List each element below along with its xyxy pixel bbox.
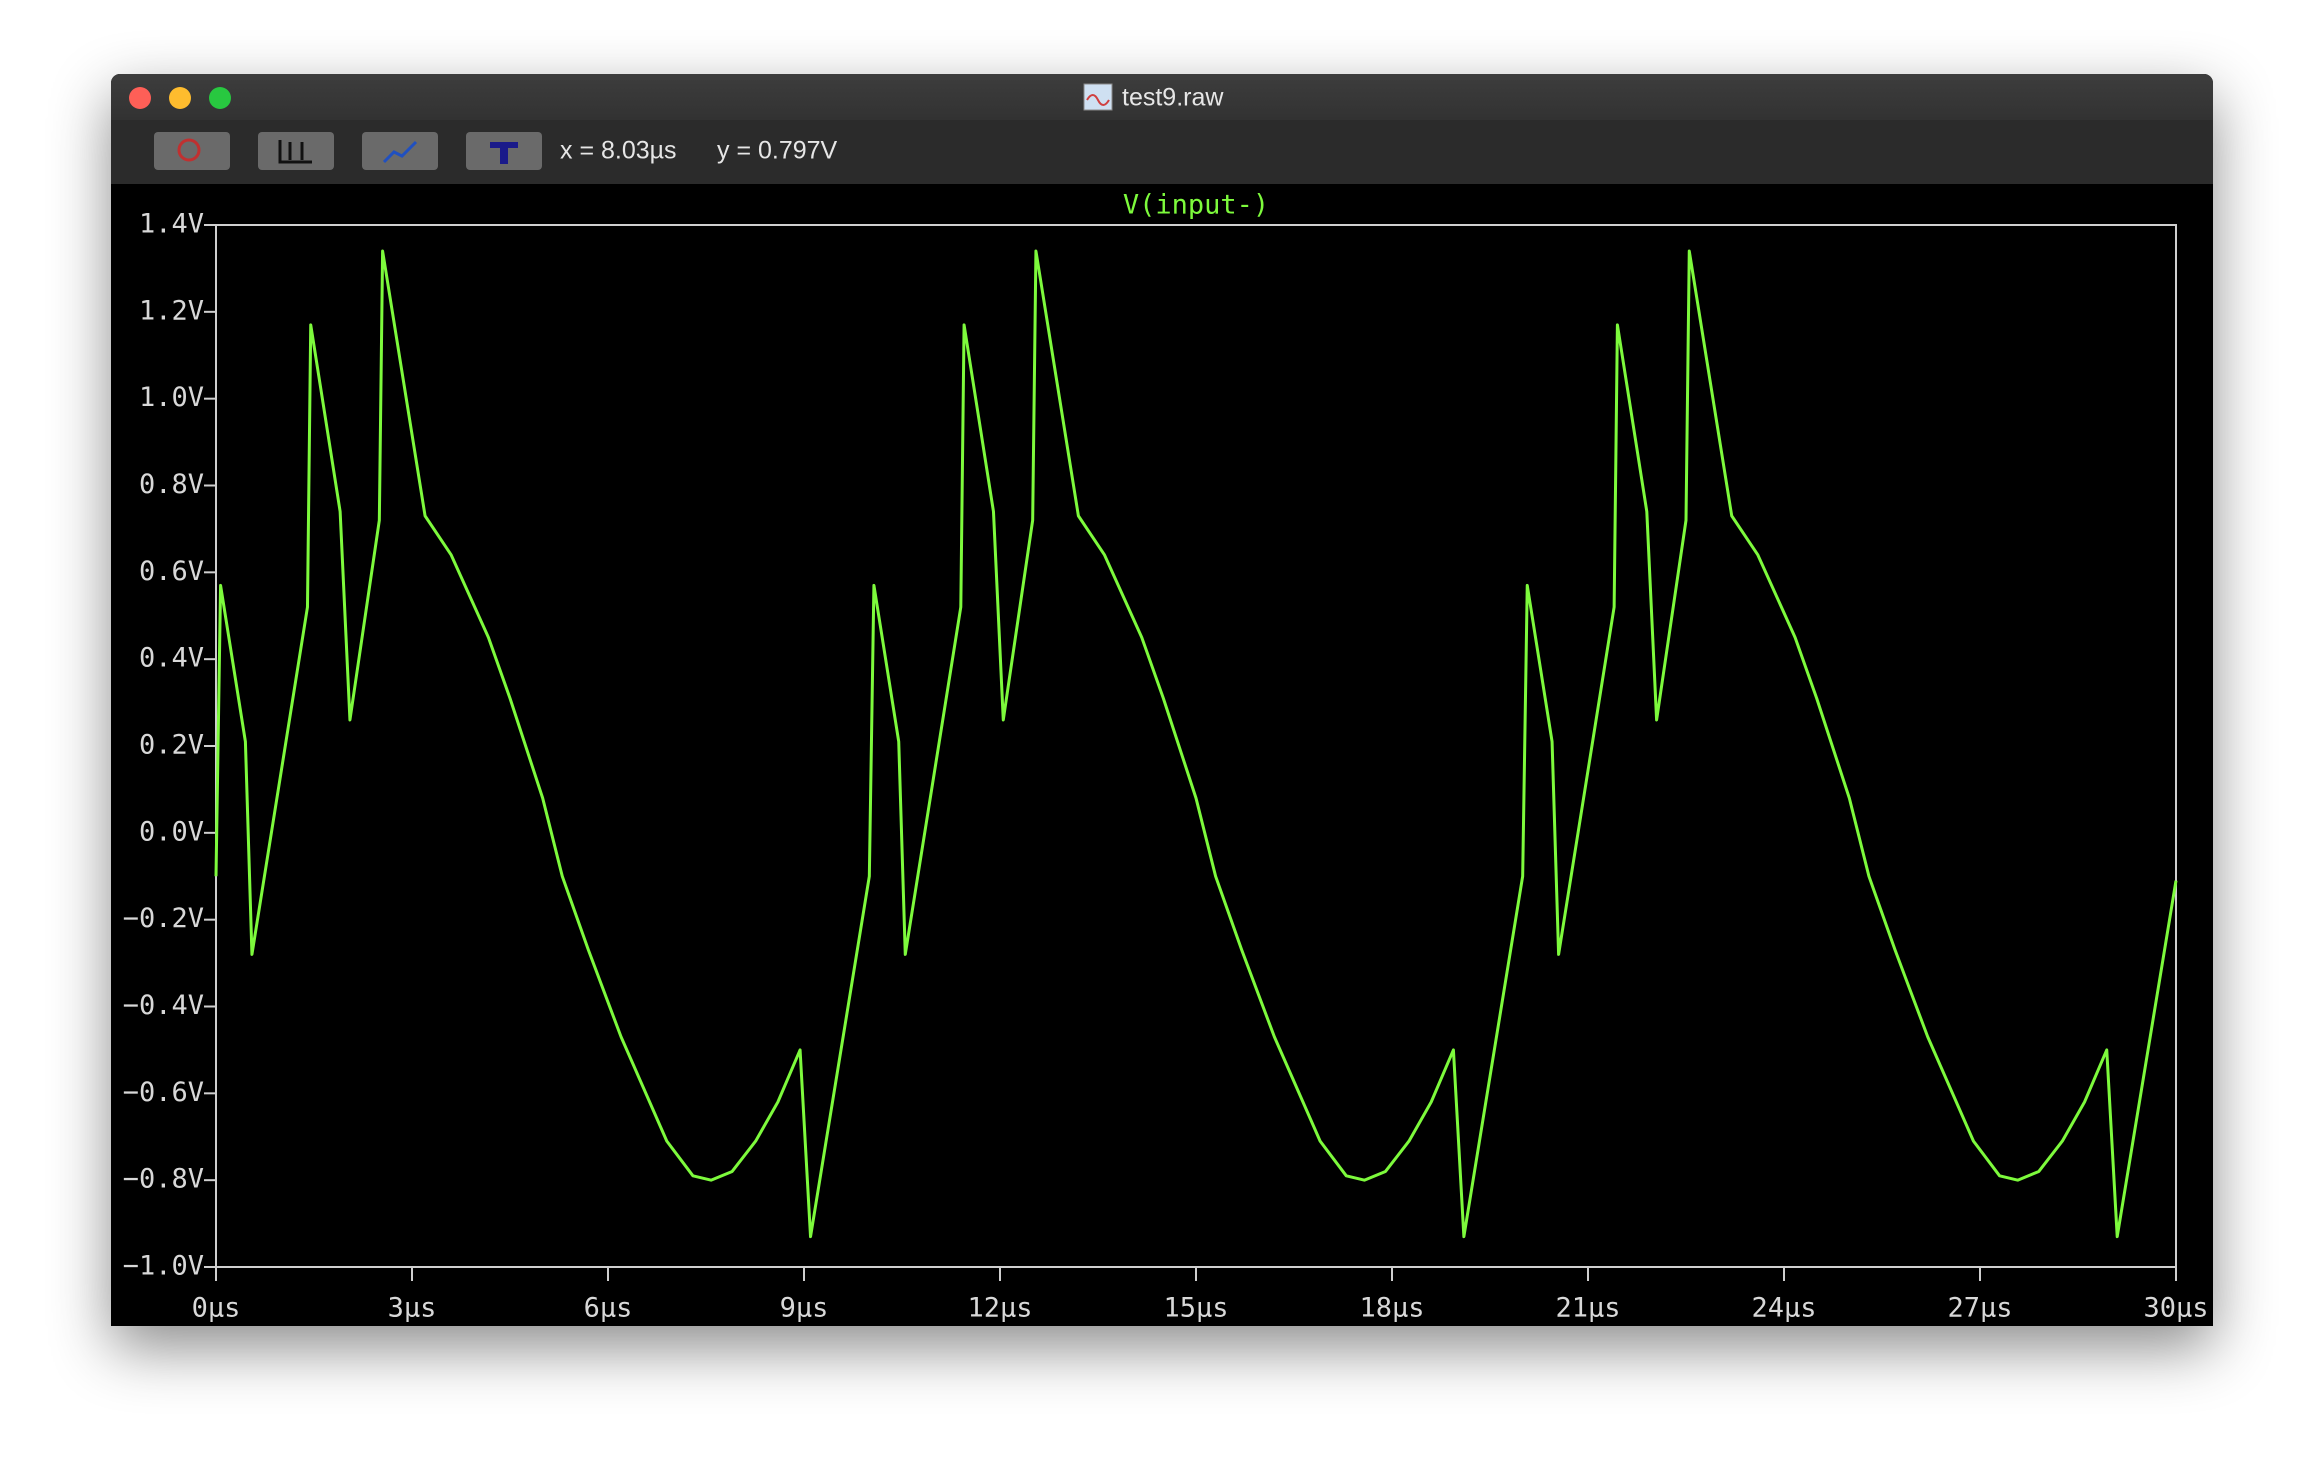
trace xyxy=(214,249,2178,1239)
y-tick-label: −0.8V xyxy=(123,1164,204,1195)
x-tick-label: 21µs xyxy=(1555,1293,1620,1324)
x-tick-label: 30µs xyxy=(2143,1293,2208,1324)
y-tick-label: 1.0V xyxy=(139,382,204,413)
x-tick-label: 0µs xyxy=(192,1293,241,1324)
cursor-x: x = 8.03µs xyxy=(560,137,677,165)
plot-pane xyxy=(111,184,2213,1326)
x-tick-label: 3µs xyxy=(388,1293,437,1324)
settings-icon xyxy=(490,142,518,164)
minimize-button[interactable] xyxy=(169,87,191,109)
trace-label: V(input-) xyxy=(1123,190,1269,221)
toolbar xyxy=(111,120,2213,184)
zoom-button[interactable] xyxy=(209,87,231,109)
plot: 1.4V 1.2V 1.0V 0.8V 0.6V 0.4V 0.2V 0.0V −0.2V −0.… xyxy=(123,190,2209,1324)
autorange-tool[interactable] xyxy=(258,132,334,170)
y-tick-label: 0.2V xyxy=(139,730,204,761)
y-tick-label: 0.8V xyxy=(139,469,204,500)
x-tick-label: 6µs xyxy=(584,1293,633,1324)
cursor-y: y = 0.797V xyxy=(717,137,838,165)
trace-tool[interactable] xyxy=(362,132,438,170)
x-tick-label: 9µs xyxy=(780,1293,829,1324)
x-tick-label: 18µs xyxy=(1359,1293,1424,1324)
title-bar xyxy=(111,74,2213,120)
y-tick-label: −0.2V xyxy=(123,903,204,934)
trace-icon xyxy=(382,140,418,164)
window-title: test9.raw xyxy=(1122,84,1224,112)
toolbar-buttons xyxy=(154,132,542,170)
y-tick-label: 0.4V xyxy=(139,643,204,674)
file-icon-wave xyxy=(1086,94,1110,106)
autorange-icon xyxy=(278,140,312,164)
y-tick-label: −0.6V xyxy=(123,1077,204,1108)
y-tick-label: 0.6V xyxy=(139,556,204,587)
close-button[interactable] xyxy=(129,87,151,109)
y-tick-label: 0.0V xyxy=(139,816,204,847)
zoom-icon xyxy=(177,138,201,162)
y-tick-label: −0.4V xyxy=(123,990,204,1021)
y-tick-label: −1.0V xyxy=(123,1251,204,1282)
y-tick-label: 1.4V xyxy=(139,209,204,240)
x-tick-label: 24µs xyxy=(1751,1293,1816,1324)
x-tick-label: 12µs xyxy=(967,1293,1032,1324)
x-tick-label: 15µs xyxy=(1163,1293,1228,1324)
x-tick-label: 27µs xyxy=(1947,1293,2012,1324)
y-tick-label: 1.2V xyxy=(139,295,204,326)
zoom-tool[interactable] xyxy=(154,132,230,170)
